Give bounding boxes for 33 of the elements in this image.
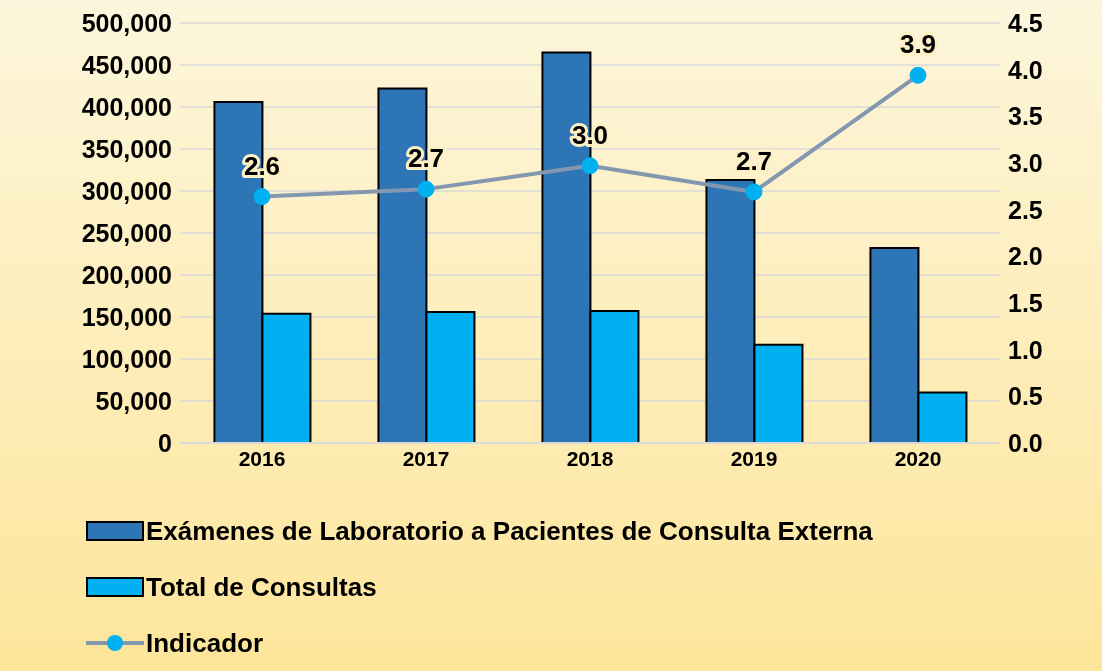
legend-label: Indicador <box>146 627 264 659</box>
x-tick-label: 2019 <box>730 446 778 470</box>
y-tick-label: 400,000 <box>81 92 172 121</box>
y-tick-label: 100,000 <box>81 344 172 373</box>
y2-tick-label: 2.0 <box>1008 242 1043 271</box>
y-tick-label: 150,000 <box>81 302 172 331</box>
y-tick-label: 0 <box>158 428 172 457</box>
data-label: 2.7 <box>735 145 773 176</box>
x-tick-label: 2016 <box>238 446 286 470</box>
y-tick-label: 450,000 <box>81 50 172 79</box>
y-tick-label: 200,000 <box>81 260 172 289</box>
x-tick-label: 2018 <box>566 446 614 470</box>
y2-tick-label: 2.5 <box>1008 195 1043 224</box>
data-label: 2.7 <box>407 143 445 174</box>
y2-tick-label: 3.0 <box>1008 148 1043 177</box>
legend-label: Exámenes de Laboratorio a Pacientes de Consulta Externa <box>146 515 873 547</box>
x-tick-label: 2017 <box>402 446 450 470</box>
y2-tick-label: 0.5 <box>1008 382 1043 411</box>
y-tick-label: 350,000 <box>81 134 172 163</box>
data-label: 3.9 <box>899 29 937 60</box>
y2-tick-label: 0.0 <box>1008 428 1043 457</box>
y2-tick-label: 1.0 <box>1008 335 1043 364</box>
legend-label: Total de Consultas <box>146 571 377 603</box>
y-tick-label: 500,000 <box>81 8 172 37</box>
x-tick-label: 2020 <box>894 446 942 470</box>
y-tick-label: 250,000 <box>81 218 172 247</box>
data-label: 2.6 <box>243 150 281 181</box>
y2-tick-label: 3.5 <box>1008 102 1043 131</box>
y-tick-label: 300,000 <box>81 176 172 205</box>
y-tick-label: 50,000 <box>95 386 172 415</box>
y2-tick-label: 4.0 <box>1008 55 1043 84</box>
y2-tick-label: 4.5 <box>1008 8 1043 37</box>
y2-tick-label: 1.5 <box>1008 288 1043 317</box>
